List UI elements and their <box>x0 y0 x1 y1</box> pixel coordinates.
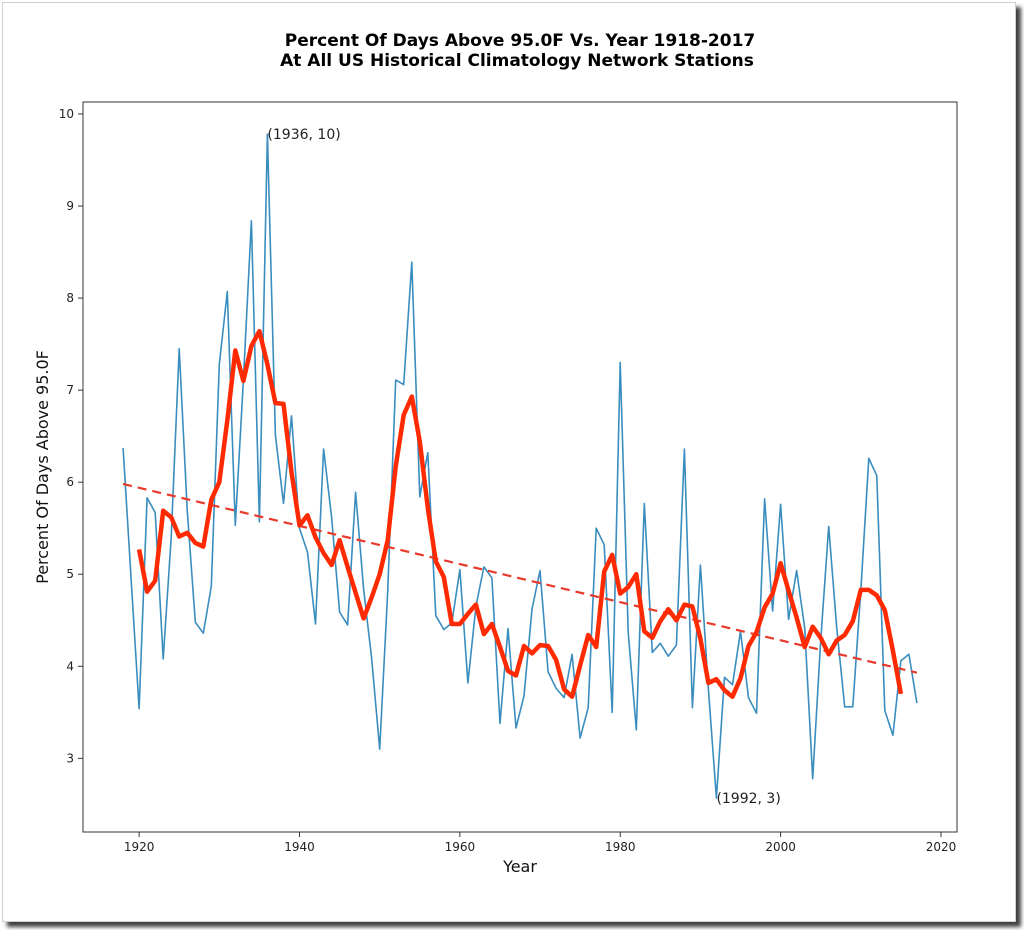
series-layer <box>122 133 918 799</box>
y-tick-label: 6 <box>66 475 74 489</box>
annual-line <box>122 133 918 799</box>
x-axis-label: Year <box>502 857 537 876</box>
x-tick-label: 1940 <box>284 840 315 854</box>
y-axis-label: Percent Of Days Above 95.0F <box>33 350 52 584</box>
y-tick-label: 10 <box>59 107 74 121</box>
x-tick-label: 1980 <box>605 840 636 854</box>
y-tick-label: 7 <box>66 383 74 397</box>
linear-trend-line <box>122 482 918 674</box>
annotations: (1936, 10) (1992, 3) <box>267 127 780 807</box>
annotation-label: (1992, 3) <box>716 791 780 807</box>
y-tick-label: 9 <box>66 199 74 213</box>
y-axis: 3 4 5 6 7 8 9 10 <box>59 107 83 765</box>
annotation-label: (1936, 10) <box>267 127 340 143</box>
x-tick-label: 2000 <box>765 840 796 854</box>
plot-area <box>82 101 958 833</box>
chart-subtitle: At All US Historical Climatology Network… <box>280 51 754 71</box>
y-tick-label: 3 <box>66 751 74 765</box>
y-tick-label: 4 <box>66 659 74 673</box>
y-tick-label: 8 <box>66 291 74 305</box>
x-axis: 1920 1940 1960 1980 2000 2020 <box>124 832 956 854</box>
x-tick-label: 1960 <box>445 840 476 854</box>
x-tick-label: 2020 <box>926 840 957 854</box>
5-year-running-mean-line <box>136 328 904 699</box>
x-tick-label: 1920 <box>124 840 155 854</box>
y-tick-label: 5 <box>66 567 74 581</box>
chart-title: Percent Of Days Above 95.0F Vs. Year 191… <box>285 31 755 51</box>
